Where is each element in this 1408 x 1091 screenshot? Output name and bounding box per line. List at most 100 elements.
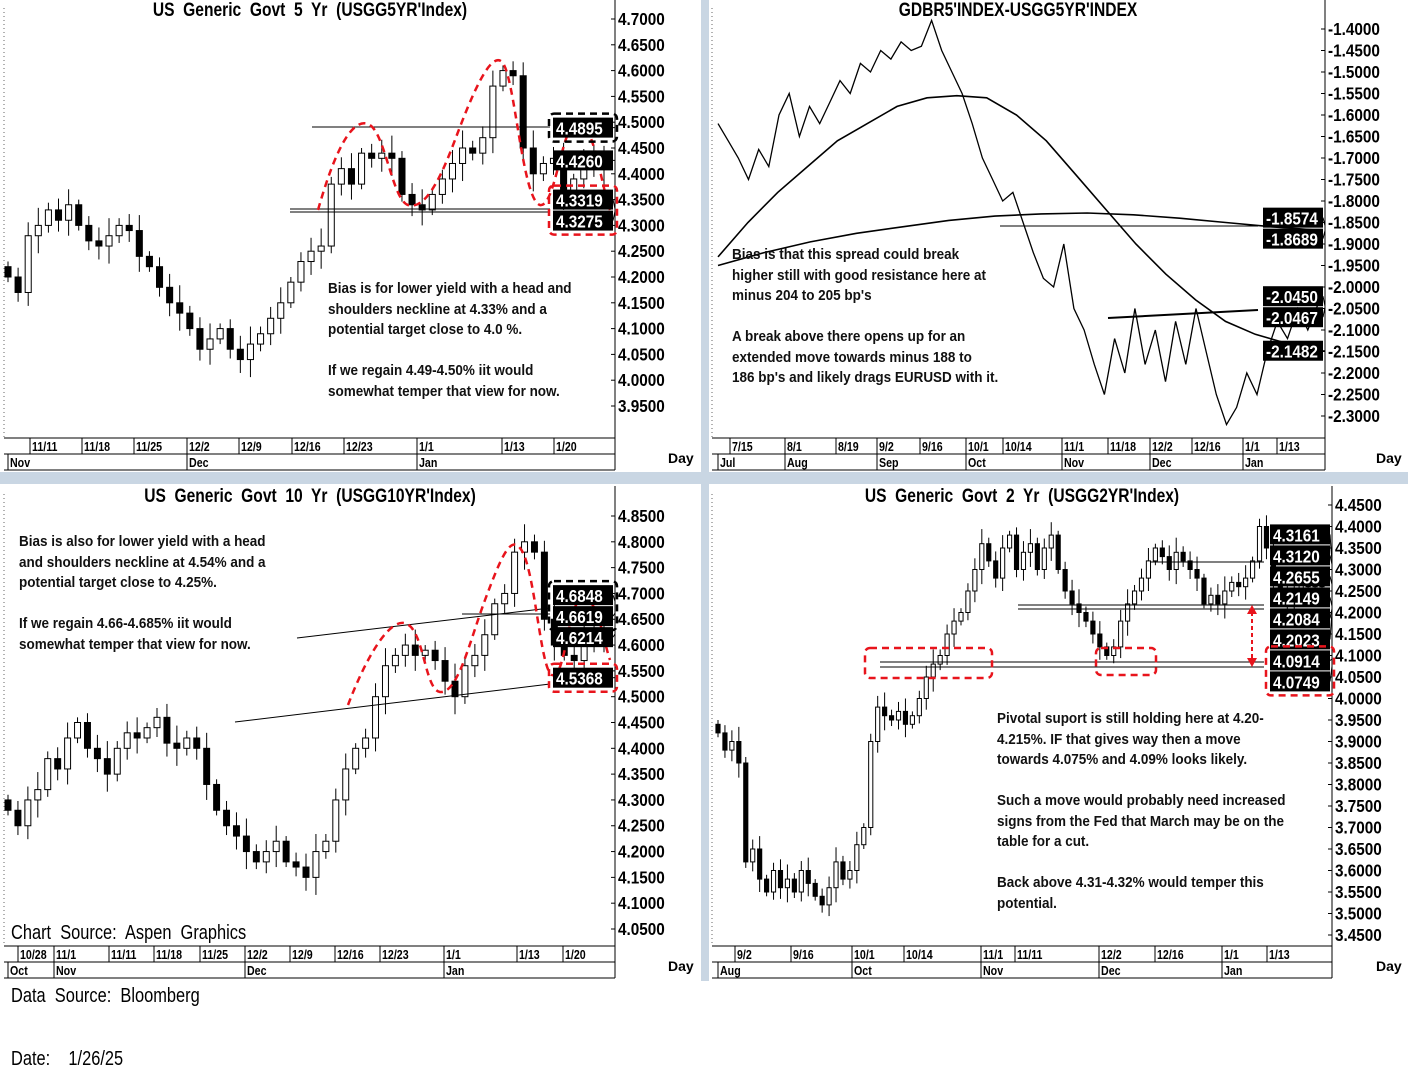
candle-down — [133, 732, 141, 739]
candle-up — [784, 878, 791, 889]
candle-up — [421, 649, 429, 656]
price-highlight-label: -2.0467 — [1266, 308, 1318, 328]
neckline-box — [547, 184, 619, 236]
price-highlight-leader — [1322, 306, 1326, 318]
candle-up — [401, 644, 409, 656]
period-label: Day — [1376, 450, 1402, 466]
y-tick-label: 3.9500 — [1335, 710, 1382, 730]
candle-down — [223, 809, 231, 827]
candle-up — [868, 741, 874, 828]
month-label: Oct — [968, 455, 986, 470]
period-label: Day — [1376, 958, 1402, 974]
candle-up — [34, 224, 42, 237]
candle-up — [1138, 577, 1145, 592]
x-tick-label: 11/18 — [1110, 439, 1136, 454]
x-tick-label: 1/20 — [565, 947, 586, 962]
candle-down — [791, 878, 797, 893]
source-line: Chart Source: Aspen Graphics — [11, 922, 247, 944]
price-highlight-leader — [1329, 666, 1333, 682]
candle-up — [307, 250, 315, 263]
y-tick-label: -1.8000 — [1328, 191, 1380, 211]
x-tick-label: 12/2 — [1152, 439, 1173, 454]
candle-up — [1125, 603, 1131, 622]
y-tick-label: 4.0500 — [618, 344, 665, 364]
candle-up — [847, 870, 853, 880]
candle-down — [1159, 547, 1165, 558]
candle-down — [902, 710, 909, 725]
y-tick-label: -2.1000 — [1328, 320, 1380, 340]
candle-up — [1256, 526, 1263, 562]
candle-down — [1034, 543, 1040, 571]
x-tick-label: 1/1 — [419, 439, 434, 454]
candle-up — [501, 592, 509, 605]
month-label: Dec — [189, 455, 209, 470]
candle-down — [757, 848, 763, 880]
candle-up — [798, 870, 804, 893]
y-tick-label: -1.9000 — [1328, 234, 1380, 254]
month-label: Jul — [720, 455, 735, 470]
y-tick-label: 4.1500 — [618, 867, 665, 887]
candle-up — [499, 70, 507, 87]
candle-up — [729, 741, 735, 751]
candle-up — [481, 634, 489, 656]
x-tick-label: 12/2 — [247, 947, 268, 962]
y-tick-label: 4.3500 — [618, 189, 665, 209]
x-tick-label: 11/1 — [56, 947, 76, 962]
panel-2yr-annotations — [863, 561, 1264, 680]
month-label: Oct — [854, 963, 872, 978]
price-highlight-box — [1263, 207, 1323, 228]
candle-up — [44, 209, 52, 226]
price-highlight-label: 4.6619 — [556, 607, 603, 627]
candle-down — [193, 737, 201, 749]
y-tick-label: -1.5000 — [1328, 62, 1380, 82]
candle-down — [540, 551, 548, 620]
candle-down — [777, 870, 784, 889]
price-highlight-box — [1270, 671, 1330, 692]
candle-down — [1083, 612, 1089, 622]
candle-down — [54, 209, 63, 221]
panel-3: 4.8500 4.8000 4.7500 4.7000 4.6500 4.6000 4.55… — [3, 486, 694, 979]
candle-up — [937, 655, 943, 665]
candle-down — [213, 783, 221, 811]
price-highlight-box — [1270, 629, 1330, 650]
x-tick-label: 12/9 — [292, 947, 313, 962]
candle-up — [317, 245, 325, 252]
annotation-2yr: Pivotal suport is still holding here at … — [997, 711, 1286, 912]
candle-down — [125, 224, 133, 232]
y-tick-label: 4.3000 — [618, 790, 665, 810]
y-tick-label: 4.7000 — [618, 583, 665, 603]
candle-down — [236, 348, 244, 361]
panel-spread-annotations — [1000, 225, 1259, 319]
price-highlight-box — [1263, 228, 1323, 249]
candle-down — [418, 204, 426, 211]
y-tick-label: -1.6000 — [1328, 105, 1380, 125]
price-highlights-2: -1.8574-1.8689 -2.0450-2.0467 -2.1482 — [1263, 207, 1326, 362]
month-label: Jan — [1245, 455, 1263, 470]
price-highlight-leader — [1329, 597, 1333, 607]
y-tick-label: 4.6000 — [618, 60, 665, 80]
candle-down — [764, 878, 770, 893]
candle-down — [840, 861, 846, 880]
y-tick-label: 4.8500 — [618, 506, 665, 526]
candle-down — [368, 152, 376, 159]
candle-down — [292, 861, 300, 868]
candle-up — [1208, 594, 1214, 605]
candle-down — [469, 147, 477, 154]
candle-down — [1069, 590, 1075, 605]
x-tick-label: 8/19 — [838, 439, 859, 454]
x-tick-label: 12/2 — [1101, 947, 1122, 962]
x-tick-label: 12/23 — [346, 439, 373, 454]
price-highlight-leader — [1329, 611, 1333, 640]
x-tick-label: 12/16 — [337, 947, 364, 962]
candle-down — [715, 723, 721, 734]
candle-up — [183, 737, 191, 749]
y-tick-label: 4.1000 — [1335, 645, 1382, 665]
y-tick-label: -1.7500 — [1328, 169, 1380, 189]
candle-down — [819, 895, 825, 906]
candle-down — [14, 809, 22, 827]
candle-down — [135, 230, 143, 257]
candle-up — [944, 633, 950, 656]
candle-up — [327, 183, 335, 247]
panel-title-10yr: US Generic Govt 10 Yr (USGG10YR'Index) — [144, 486, 476, 507]
